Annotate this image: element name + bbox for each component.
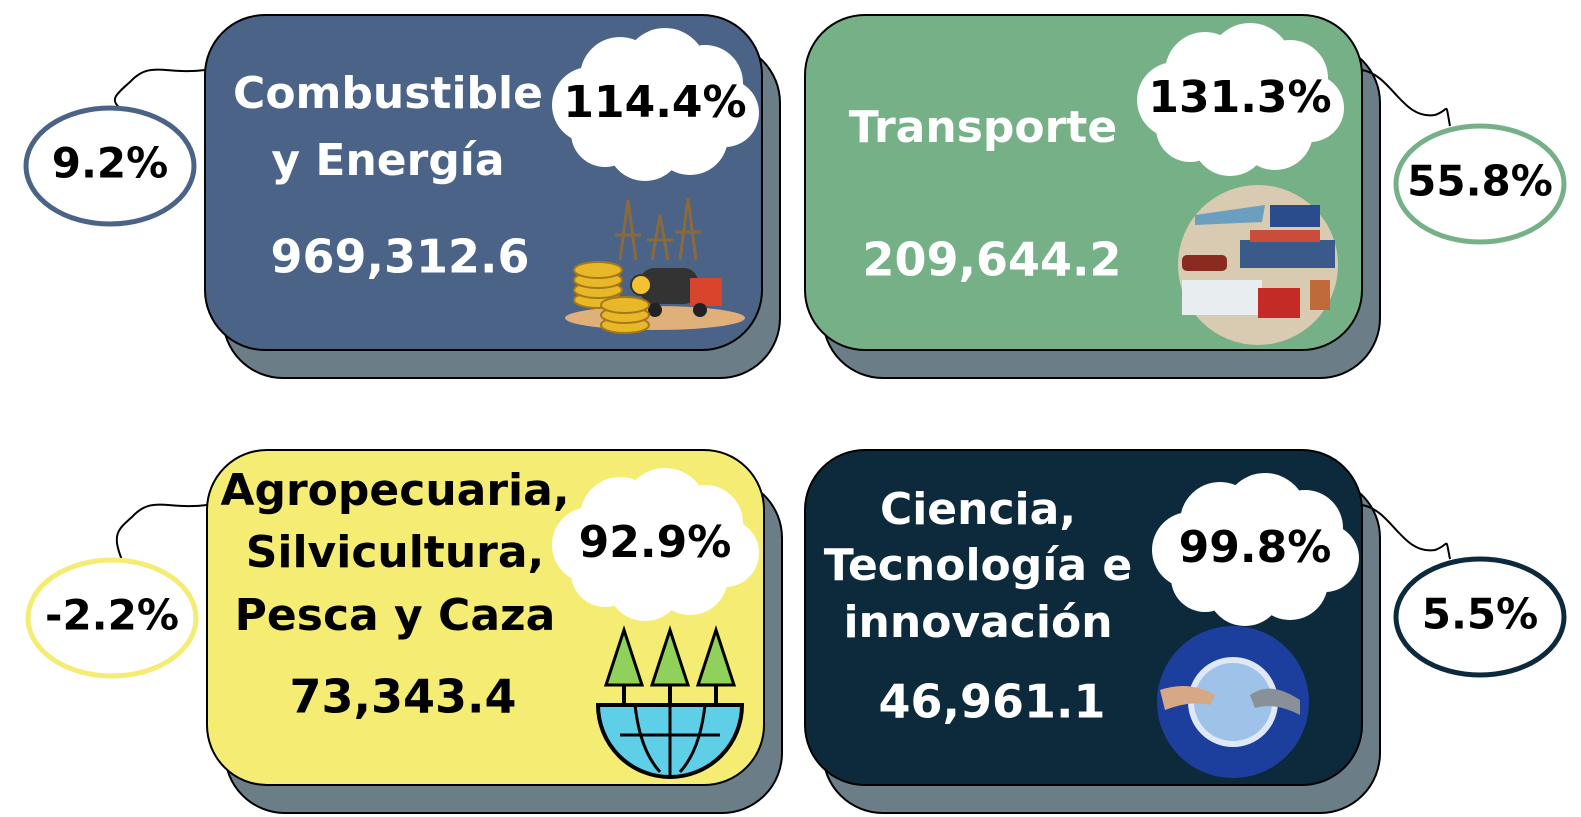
oval-percent: -2.2% (45, 591, 179, 640)
card: Transporte 209,644.2 131.3% 55.8% (805, 15, 1564, 378)
card-title: Transporte (849, 102, 1117, 153)
connector (115, 70, 205, 108)
transport-icon (1178, 185, 1338, 345)
forest-icon (598, 630, 742, 777)
card-value: 209,644.2 (863, 233, 1122, 287)
infographic: Combustible y Energía 969,312.6 114.4% 9.2% T… (0, 0, 1581, 817)
card-title: Combustible (233, 68, 543, 119)
card-title: Ciencia, (880, 484, 1076, 535)
oval-percent: 55.8% (1407, 157, 1553, 206)
card-title: y Energía (271, 135, 504, 186)
card-value: 73,343.4 (290, 670, 517, 724)
oval-percent: 9.2% (52, 139, 168, 188)
card-title: Silvicultura, (246, 527, 545, 578)
card-title: Agropecuaria, (220, 465, 569, 516)
card-title: innovación (843, 597, 1112, 648)
card-title: Tecnología e (824, 540, 1132, 591)
card-title: Pesca y Caza (235, 590, 556, 641)
cloud-percent: 131.3% (1148, 72, 1331, 123)
card-value: 969,312.6 (271, 230, 530, 284)
cloud-percent: 114.4% (563, 77, 746, 128)
cloud-percent: 99.8% (1179, 522, 1332, 573)
card-value: 46,961.1 (879, 675, 1106, 729)
connector (117, 505, 207, 560)
science-icon (1157, 626, 1309, 778)
cloud-percent: 92.9% (579, 517, 732, 568)
oval-percent: 5.5% (1422, 590, 1538, 639)
